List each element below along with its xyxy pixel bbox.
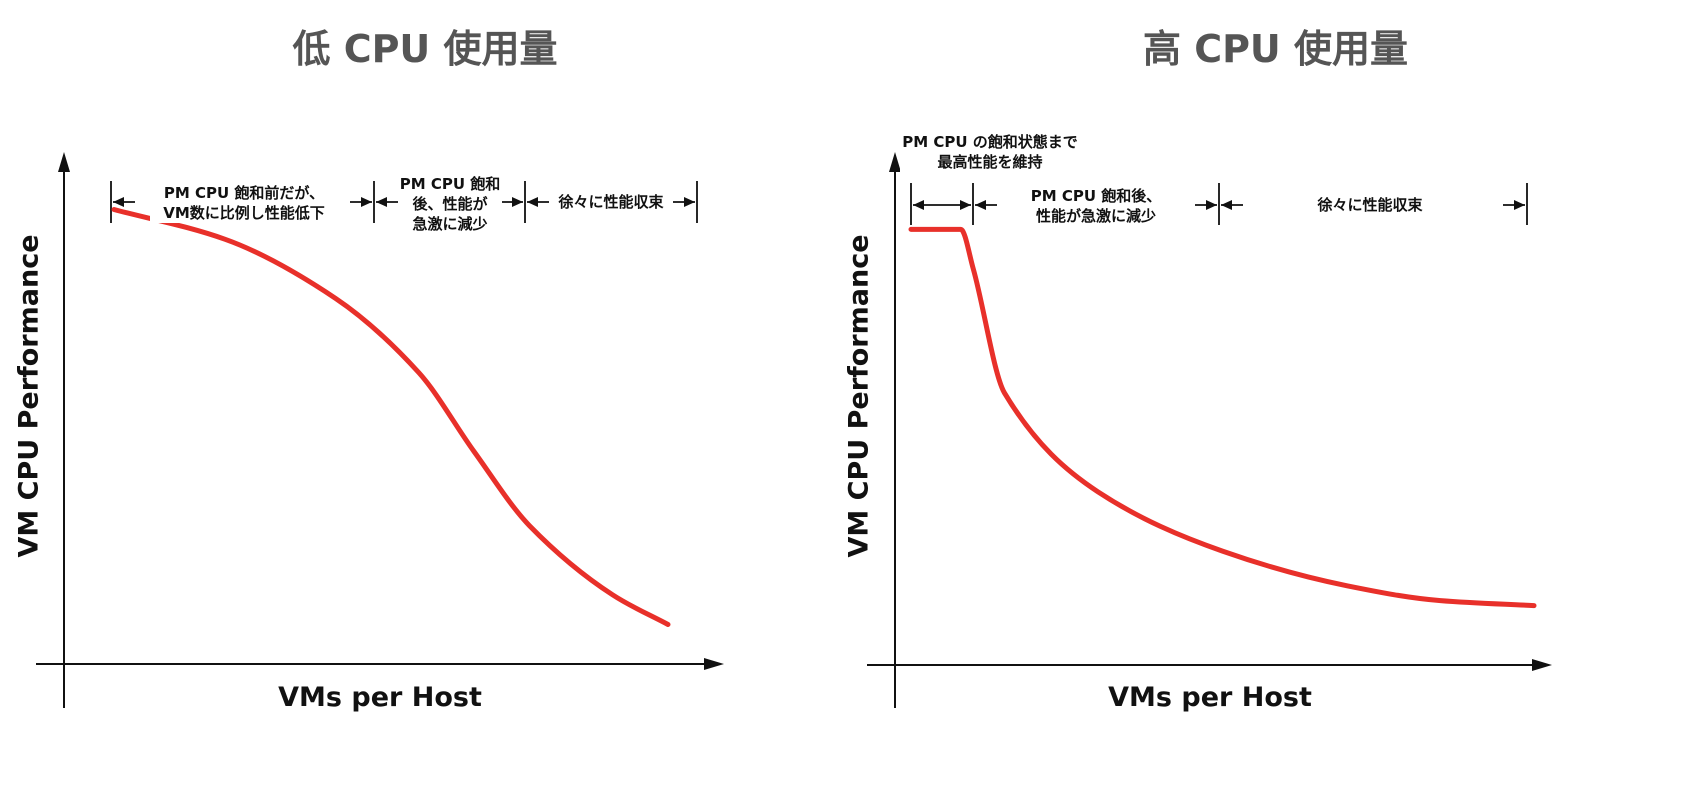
dim-arrow <box>361 197 372 207</box>
y-axis-arrow <box>58 152 70 172</box>
annotation-convergence: 徐々に性能収束 <box>551 192 671 212</box>
annotation-line: 後、性能が <box>412 195 488 213</box>
dim-arrow <box>1514 200 1525 210</box>
dim-arrow <box>376 197 387 207</box>
annotation-line: 性能が急激に減少 <box>1035 207 1156 225</box>
y-axis-label: VM CPU Performance <box>13 234 45 558</box>
chart-svg <box>36 152 724 708</box>
dim-arrow <box>512 197 523 207</box>
annotation-post-saturation: PM CPU 飽和 後、性能が 急激に減少 <box>398 174 502 234</box>
dim-arrow <box>1221 200 1232 210</box>
annotation-line: PM CPU の飽和状態まで <box>902 133 1078 151</box>
annotation-convergence: 徐々に性能収束 <box>1290 195 1450 215</box>
dim-arrow <box>113 197 124 207</box>
annotation-post-saturation: PM CPU 飽和後、 性能が急激に減少 <box>1010 186 1182 226</box>
annotation-line: PM CPU 飽和前だが、 <box>163 184 325 202</box>
annotation-pre-saturation: PM CPU 飽和前だが、 VM数に比例し性能低下 <box>150 183 338 223</box>
annotation-line: VM数に比例し性能低下 <box>163 204 325 222</box>
dim-arrow <box>975 200 986 210</box>
dim-arrow <box>960 200 971 210</box>
annotation-max-performance: PM CPU の飽和状態まで 最高性能を維持 <box>900 132 1080 172</box>
chart-title: 低 CPU 使用量 <box>292 27 558 71</box>
annotation-line: 最高性能を維持 <box>937 153 1043 171</box>
x-axis-label: VMs per Host <box>278 682 482 713</box>
chart-svg <box>867 152 1552 708</box>
performance-curve <box>908 226 1537 609</box>
chart-low-cpu: 低 CPU 使用量 PM CPU 飽和前だが、 VM数に比例し性能低下 PM C… <box>0 0 850 793</box>
y-axis-arrow <box>889 152 901 172</box>
chart-title: 高 CPU 使用量 <box>1142 27 1409 71</box>
dim-arrow <box>913 200 924 210</box>
annotation-line: 徐々に性能収束 <box>558 193 664 211</box>
annotation-line: 徐々に性能収束 <box>1317 196 1423 214</box>
dim-arrow <box>527 197 538 207</box>
chart-high-cpu: 高 CPU 使用量 PM CPU の飽和状態まで 最高性能を維持 PM CPU … <box>844 0 1701 793</box>
dim-arrow <box>1206 200 1217 210</box>
dim-arrow <box>684 197 695 207</box>
annotation-line: PM CPU 飽和 <box>399 175 501 193</box>
y-axis-label: VM CPU Performance <box>843 234 875 558</box>
annotation-line: 急激に減少 <box>412 215 488 233</box>
annotation-line: PM CPU 飽和後、 <box>1030 187 1162 205</box>
x-axis-label: VMs per Host <box>1108 682 1312 713</box>
performance-curve <box>111 207 671 627</box>
x-axis-arrow <box>1532 659 1552 671</box>
x-axis-arrow <box>704 658 724 670</box>
